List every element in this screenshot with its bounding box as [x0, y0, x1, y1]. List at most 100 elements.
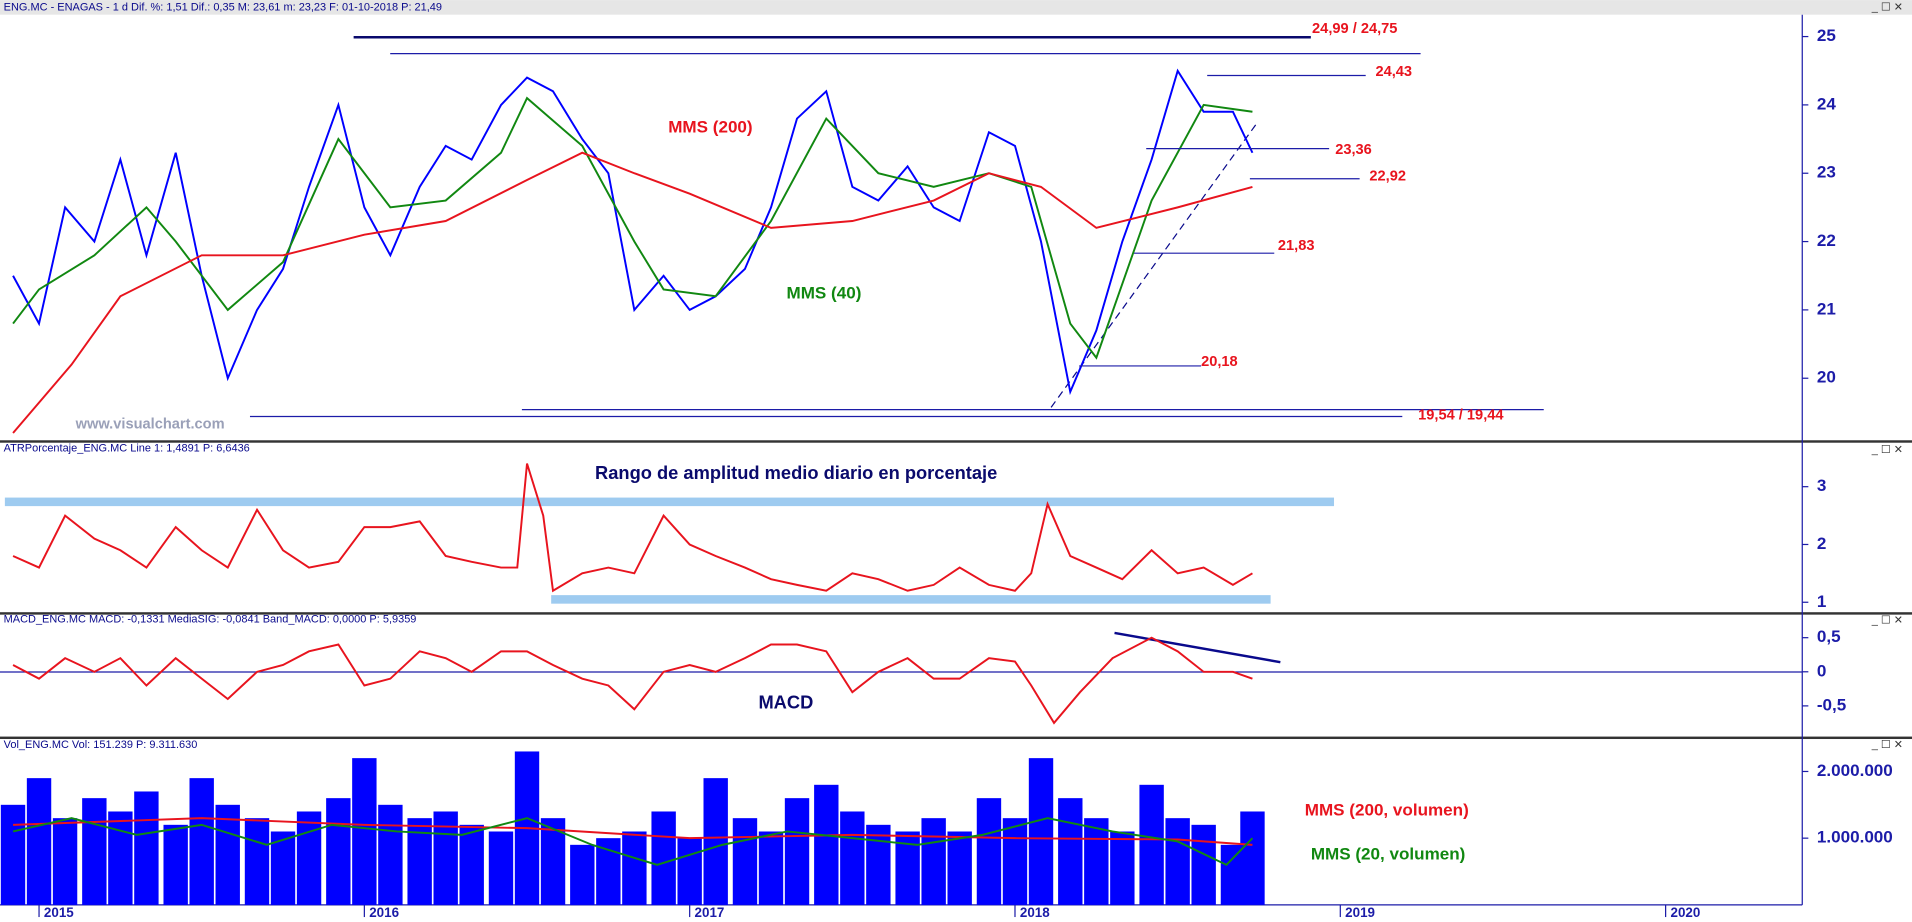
- volume-bar: [947, 831, 972, 905]
- panel-divider: [0, 736, 1912, 740]
- volume-bar: [1191, 824, 1216, 905]
- series-line: [12, 151, 1253, 434]
- volume-bar: [1084, 818, 1109, 905]
- series-line: [12, 817, 1254, 867]
- series-line: [12, 96, 1253, 360]
- y-tick-label: 22: [1817, 231, 1836, 250]
- y-tick-label: 1.000.000: [1817, 828, 1893, 847]
- volume-bar: [1002, 818, 1028, 905]
- x-tick-label: 2017: [695, 905, 725, 920]
- panel-header: MACD_ENG.MC MACD: -0,1331 MediaSIG: -0,0…: [4, 613, 417, 625]
- panel-header: ENG.MC - ENAGAS - 1 d Dif. %: 1,51 Dif.:…: [4, 1, 442, 13]
- level-label: 24,99 / 24,75: [1312, 21, 1397, 37]
- window-buttons[interactable]: _ ☐ ✕ _ ☐ ✕ _ ☐ ✕ _ ☐ ✕: [1871, 1, 1903, 751]
- volume-bar: [1110, 831, 1135, 905]
- volume-bar: [296, 811, 322, 905]
- series-label: MMS (20, volumen): [1311, 844, 1466, 863]
- y-tick-label: -0,5: [1817, 695, 1847, 714]
- volume-bar: [134, 791, 159, 905]
- minimize[interactable]: _ ☐ ✕: [1871, 615, 1903, 627]
- volume-bar: [1028, 758, 1054, 905]
- volume-bar: [215, 804, 240, 905]
- volume-bar: [758, 831, 784, 905]
- volume-bar: [622, 831, 647, 905]
- level-label: 24,43: [1375, 64, 1412, 80]
- panel-divider: [0, 612, 1912, 615]
- minimize[interactable]: _ ☐ ✕: [1871, 1, 1903, 13]
- series-line: [12, 463, 1253, 593]
- volume-bar: [488, 831, 514, 905]
- volume-bar: [163, 824, 188, 905]
- series-label: MMS (200, volumen): [1305, 800, 1469, 819]
- volume-bar: [677, 838, 702, 905]
- volume-bar: [1058, 798, 1083, 905]
- x-tick-label: 2019: [1345, 905, 1375, 920]
- level-label: 22,92: [1369, 169, 1406, 185]
- y-tick-label: 24: [1817, 94, 1836, 113]
- trend-line: [1050, 124, 1257, 408]
- level-label: 21,83: [1278, 238, 1315, 254]
- panel-header: Vol_ENG.MC Vol: 151.239 P: 9.311.630: [4, 739, 198, 751]
- series-label: MMS (200): [668, 118, 752, 137]
- y-tick-label: 23: [1817, 163, 1836, 182]
- volume-bar: [921, 818, 946, 905]
- volume-bar: [651, 811, 676, 905]
- volume-bar: [703, 778, 728, 905]
- y-tick-label: 25: [1817, 26, 1836, 45]
- highlight-band: [4, 497, 1335, 507]
- watermark: www.visualchart.com: [75, 416, 225, 432]
- panel-header: ATRPorcentaje_ENG.MC Line 1: 1,4891 P: 6…: [4, 443, 250, 455]
- panel-title: Rango de amplitud medio diario en porcen…: [595, 462, 997, 483]
- y-tick-label: 0,5: [1817, 627, 1841, 646]
- level-label: 20,18: [1201, 354, 1238, 370]
- volume-bar: [407, 818, 432, 905]
- volume-bar: [244, 818, 270, 905]
- x-tick-label: 2018: [1020, 905, 1050, 920]
- volume-bar: [270, 831, 296, 905]
- volume-bar: [326, 798, 351, 905]
- x-tick-label: 2016: [369, 905, 399, 920]
- x-tick-label: 2015: [44, 905, 74, 920]
- volume-bar: [459, 824, 484, 905]
- panel-title: MACD: [758, 691, 813, 712]
- series-line: [12, 68, 1254, 396]
- volume-bar: [814, 784, 839, 905]
- trend-line: [1114, 631, 1281, 664]
- volume-bar: [570, 844, 595, 905]
- volume-bar: [352, 758, 377, 905]
- panel-divider: [0, 440, 1912, 443]
- volume-bar: [1240, 811, 1265, 905]
- series-line: [12, 636, 1253, 725]
- volume-bar: [732, 818, 758, 905]
- level-label: 19,54 / 19,44: [1418, 408, 1504, 424]
- minimize[interactable]: _ ☐ ✕: [1871, 444, 1903, 456]
- volume-bar: [840, 811, 865, 905]
- minimize[interactable]: _ ☐ ✕: [1871, 739, 1903, 751]
- volume-bar: [0, 804, 26, 905]
- volume-bar: [52, 818, 78, 905]
- y-tick-label: 1: [1817, 592, 1827, 611]
- y-tick-label: 21: [1817, 299, 1836, 318]
- header-bar: [0, 0, 1912, 15]
- volume-bar: [1165, 818, 1190, 905]
- volume-bar: [26, 778, 52, 905]
- x-tick-label: 2020: [1670, 905, 1700, 920]
- y-tick-label: 3: [1817, 476, 1827, 495]
- series-line: [13, 817, 1253, 846]
- y-tick-label: 2: [1817, 534, 1827, 553]
- y-tick-label: 20: [1817, 368, 1836, 387]
- y-tick-label: 0: [1817, 661, 1827, 680]
- level-label: 23,36: [1335, 142, 1372, 158]
- volume-bar: [784, 798, 810, 905]
- highlight-band: [551, 595, 1271, 604]
- volume-bar: [976, 798, 1002, 905]
- volume-bar: [82, 798, 107, 905]
- volume-bar: [108, 811, 133, 905]
- volume-bar: [378, 804, 403, 905]
- y-tick-label: 2.000.000: [1817, 761, 1893, 780]
- volume-bar: [866, 824, 891, 905]
- series-label: MMS (40): [787, 283, 862, 302]
- volume-bar: [1139, 784, 1164, 905]
